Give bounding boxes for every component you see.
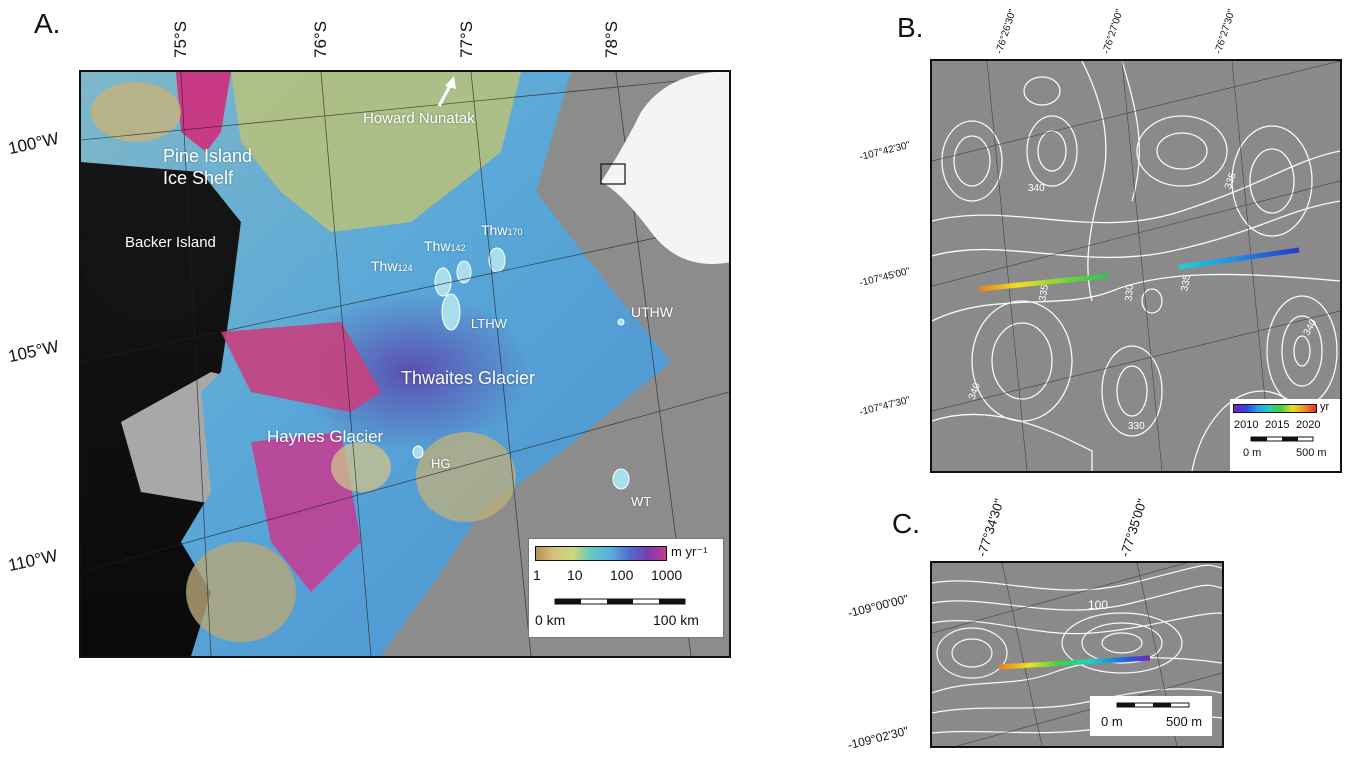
label-lthw: LTHW (471, 316, 507, 331)
panel-b-map: 340 335 335 330 335 340 340 330 yr 2010 … (930, 59, 1342, 473)
svg-text:340: 340 (1028, 183, 1045, 194)
label-wt: WT (631, 494, 652, 509)
c-left-tick-2: -109°02'30" (846, 723, 910, 753)
svg-text:340: 340 (1302, 317, 1320, 337)
colorbar-tick-100: 100 (610, 567, 634, 583)
lon-tick-100: 100°W (6, 128, 61, 159)
colorbar-unit: m yr⁻¹ (671, 544, 708, 559)
label-ice-shelf: Ice Shelf (163, 168, 234, 188)
year-tick-2010: 2010 (1234, 419, 1259, 431)
c-scalebar-right: 500 m (1166, 714, 1203, 729)
velocity-colorbar (535, 546, 667, 561)
lon-tick-110: 110°W (6, 546, 60, 575)
label-backer-island: Backer Island (125, 234, 216, 251)
b-scalebar-right: 500 m (1296, 447, 1327, 459)
colorbar-tick-1: 1 (533, 567, 541, 583)
svg-text:335: 335 (1037, 283, 1051, 302)
lat-tick-76: 76°S (311, 20, 330, 58)
b-left-tick-2: -107°45'00" (858, 265, 912, 290)
velocity-map: Howard Nunatak Pine Island Ice Shelf Bac… (79, 70, 731, 658)
map-legend: m yr⁻¹ 1 10 100 1000 0 km 100 km (528, 538, 724, 638)
year-colorbar (1233, 404, 1317, 413)
colorbar-tick-1000: 1000 (651, 567, 683, 583)
c-scalebar-graphic (1116, 702, 1190, 708)
scalebar-left: 0 km (535, 612, 566, 628)
year-unit: yr (1320, 401, 1330, 413)
svg-text:335: 335 (1179, 273, 1193, 292)
svg-text:330: 330 (1124, 284, 1136, 302)
b-top-tick-1: -76°26'30" (994, 8, 1019, 56)
colorbar-tick-10: 10 (567, 567, 583, 583)
c-scalebar-box: 0 m 500 m (1090, 696, 1212, 736)
c-top-tick-2: -77°35'00" (1117, 496, 1150, 559)
c-scalebar-left: 0 m (1101, 714, 1123, 729)
svg-text:100: 100 (1088, 598, 1108, 612)
panel-b-contours: 340 335 335 330 335 340 340 330 (932, 61, 1340, 471)
b-top-tick-2: -76°27'00" (1101, 8, 1126, 56)
c-top-tick-1: -77°34'30" (974, 496, 1007, 559)
lon-tick-105: 105°W (6, 336, 61, 367)
b-scalebar-left: 0 m (1243, 447, 1262, 459)
b-scalebar-graphic (1250, 436, 1314, 442)
label-uthw: UTHW (631, 304, 673, 320)
velocity-map-graphic (81, 72, 729, 656)
label-thw-124: Thw124 (371, 258, 413, 274)
label-haynes-glacier: Haynes Glacier (267, 427, 384, 446)
label-thwaites-glacier: Thwaites Glacier (401, 368, 536, 388)
panel-c-map: 100 0 m 500 m (930, 561, 1224, 748)
b-left-tick-3: -107°47'30" (858, 394, 912, 419)
c-left-tick-1: -109°00'00" (846, 591, 910, 621)
year-tick-2015: 2015 (1265, 419, 1290, 431)
panel-c-contours: 100 (932, 563, 1222, 746)
svg-text:340: 340 (967, 381, 983, 401)
year-legend: yr 2010 2015 2020 0 m 500 m (1230, 399, 1340, 471)
scalebar-graphic (554, 598, 686, 605)
svg-text:335: 335 (1223, 171, 1239, 191)
lat-tick-78: 78°S (602, 20, 621, 58)
label-thw-142: Thw142 (424, 238, 466, 254)
panel-c-letter: C. (892, 508, 920, 539)
lat-tick-75: 75°S (171, 20, 190, 58)
label-howard-nunatak: Howard Nunatak (363, 110, 475, 127)
scalebar-right: 100 km (653, 612, 699, 628)
b-top-tick-3: -76°27'30" (1213, 8, 1238, 56)
year-tick-2020: 2020 (1296, 419, 1321, 431)
label-thw-170: Thw170 (481, 222, 523, 238)
label-hg: HG (431, 456, 451, 471)
lat-tick-77: 77°S (457, 20, 476, 58)
label-pine-island: Pine Island (163, 146, 253, 166)
panel-a-letter: A. (34, 8, 61, 39)
panel-b-letter: B. (897, 12, 924, 43)
b-left-tick-1: -107°42'30" (858, 139, 912, 164)
svg-text:330: 330 (1128, 421, 1145, 432)
